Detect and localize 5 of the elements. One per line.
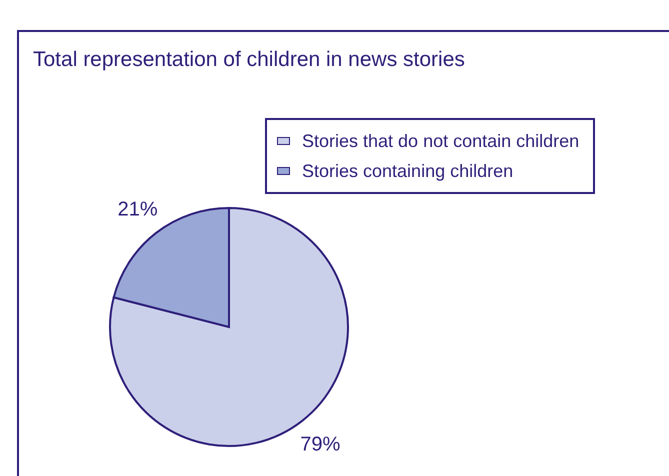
data-label: 79% [300, 434, 341, 456]
chart-title: Total representation of children in news stories [33, 48, 465, 72]
data-label: 21% [118, 198, 158, 220]
legend-label: Stories that do not contain children [301, 130, 580, 152]
legend-label: Stories containing children [301, 160, 514, 183]
